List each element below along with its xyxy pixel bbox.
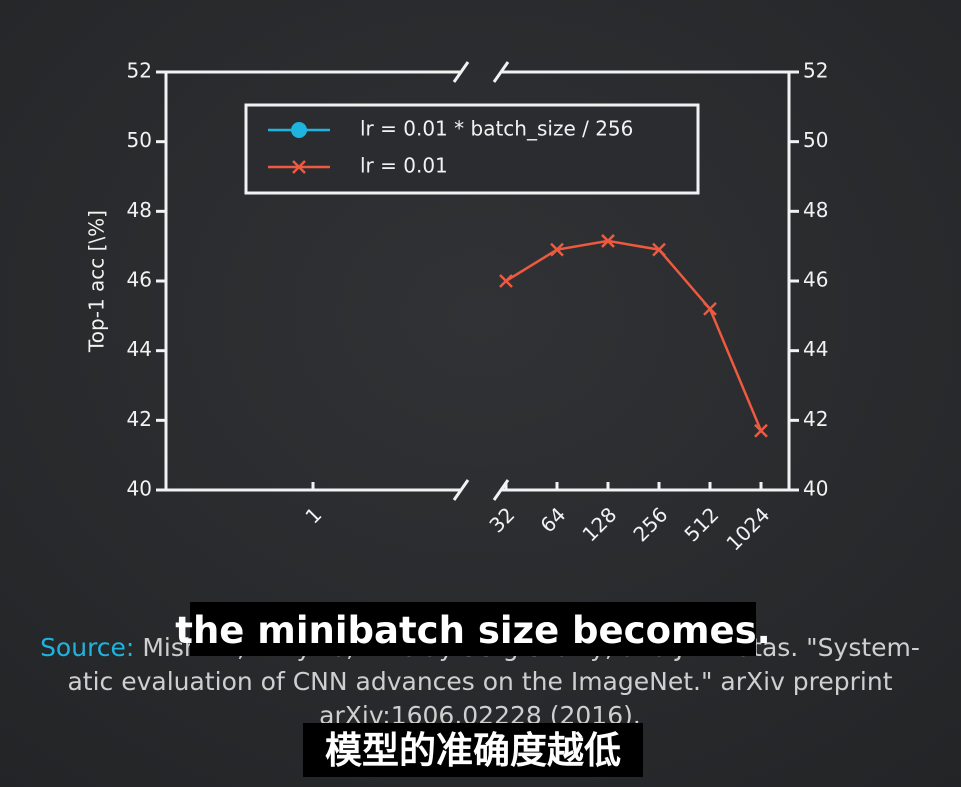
data-point [499, 274, 513, 288]
y2-tick-label: 40 [803, 477, 828, 501]
y2-tick-label: 50 [803, 128, 828, 152]
y-tick-label: 50 [127, 128, 152, 152]
subtitles: the minibatch size becomes. 模型的准确度越低 [175, 602, 771, 777]
data-point [754, 423, 768, 438]
y-tick-label: 40 [127, 477, 152, 501]
source-line: atic evaluation of CNN advances on the I… [67, 667, 892, 696]
y-axis-label: Top-1 acc [\%] [85, 210, 109, 353]
y2-tick-label: 46 [803, 268, 828, 292]
data-point [601, 234, 615, 248]
y2-tick-label: 52 [803, 59, 828, 83]
y2-tick-label: 44 [803, 337, 828, 361]
data-point [703, 301, 717, 316]
y-tick-label: 48 [127, 198, 152, 222]
legend-label: lr = 0.01 [360, 154, 448, 178]
legend-marker [292, 160, 306, 174]
y2-tick-label: 48 [803, 198, 828, 222]
y-tick-label: 46 [127, 268, 152, 292]
data-point [652, 242, 666, 257]
subtitle: 模型的准确度越低 [325, 729, 621, 772]
legend: lr = 0.01 * batch_size / 256 lr = 0.01 [268, 117, 633, 178]
y-tick-label: 52 [127, 59, 152, 83]
legend-box [244, 103, 700, 195]
source-label: Source: [40, 633, 134, 662]
subtitle-box [303, 723, 643, 777]
legend-label: lr = 0.01 * batch_size / 256 [360, 117, 633, 141]
y-tick-label: 42 [127, 407, 152, 431]
y2-tick-label: 42 [803, 407, 828, 431]
series-line [505, 239, 763, 432]
subtitle: the minibatch size becomes. [175, 609, 770, 652]
subtitle-box [190, 602, 756, 656]
data-point [550, 242, 564, 257]
y-tick-label: 44 [127, 337, 152, 361]
legend-marker [291, 122, 307, 138]
